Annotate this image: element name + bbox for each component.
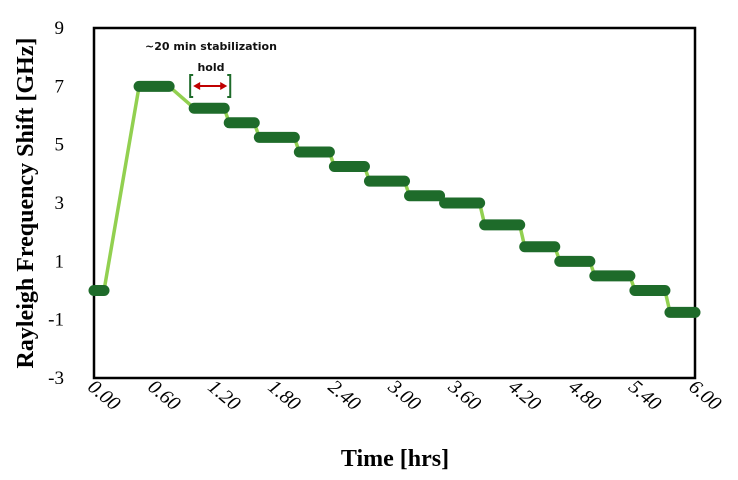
y-tick-label: 1	[55, 251, 65, 272]
x-tick-label: 3.60	[443, 375, 485, 415]
y-tick-label: -1	[48, 310, 64, 331]
x-tick-label: 1.20	[204, 376, 245, 415]
x-tick-label: 0.00	[83, 376, 124, 415]
hold-layer	[88, 80, 701, 318]
x-tick-label: 6.00	[684, 376, 725, 415]
left-bracket	[189, 74, 194, 98]
x-tick-label: 5.40	[624, 376, 665, 415]
x-axis-ticks: 0.00 0.60 1.20 1.80 2.40 3.00 3.60 4.20 4.80 5.40…	[83, 375, 725, 415]
arrow-head-right	[220, 82, 228, 90]
y-tick-label: 5	[55, 135, 65, 156]
hold-annotation: ~20 min stabilization hold	[145, 40, 277, 98]
y-tick-label: -3	[48, 368, 64, 389]
x-tick-label: 0.60	[143, 376, 184, 415]
x-tick-label: 2.40	[324, 376, 365, 415]
annotation-line-1: ~20 min stabilization	[145, 40, 277, 53]
x-tick-label: 4.20	[504, 376, 545, 415]
right-bracket	[227, 74, 232, 98]
x-axis-title: Time [hrs]	[341, 446, 449, 472]
x-tick-label: 3.00	[383, 375, 425, 415]
y-tick-label: 7	[55, 76, 65, 97]
plot-area	[92, 26, 697, 380]
x-tick-label: 1.80	[264, 376, 305, 415]
y-axis-title: Rayleigh Frequency Shift [GHz]	[13, 38, 39, 369]
annotation-line-2: hold	[197, 61, 224, 74]
x-tick-label: 4.80	[564, 376, 605, 415]
y-axis-ticks: 9 7 5 3 1 -1 -3	[48, 18, 64, 389]
y-tick-label: 3	[55, 193, 65, 214]
arrow-head-left	[193, 82, 201, 90]
y-tick-label: 9	[55, 18, 65, 39]
